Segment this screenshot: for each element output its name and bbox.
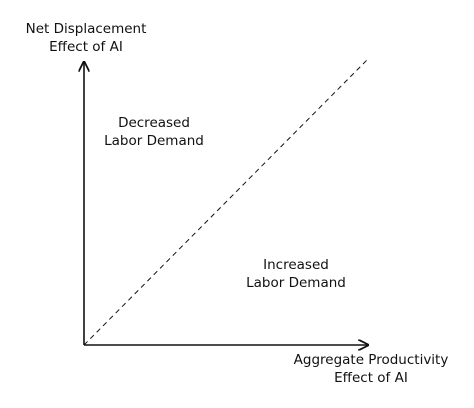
region-label-increased: Increased Labor Demand [216,256,376,292]
region-label-decreased: Decreased Labor Demand [74,114,234,150]
region-decreased-line1: Decreased [118,115,190,131]
region-increased-line2: Labor Demand [246,275,346,291]
y-axis-title: Net Displacement Effect of AI [6,20,166,56]
region-decreased-line2: Labor Demand [104,133,204,149]
x-axis-title: Aggregate Productivity Effect of AI [276,351,466,387]
y-axis-title-line2: Effect of AI [49,39,123,55]
x-axis-title-line2: Effect of AI [334,370,408,386]
region-increased-line1: Increased [263,257,329,273]
diagonal-dashed-line [83,59,368,346]
x-axis-title-line1: Aggregate Productivity [293,352,449,368]
y-axis-title-line1: Net Displacement [25,21,147,37]
